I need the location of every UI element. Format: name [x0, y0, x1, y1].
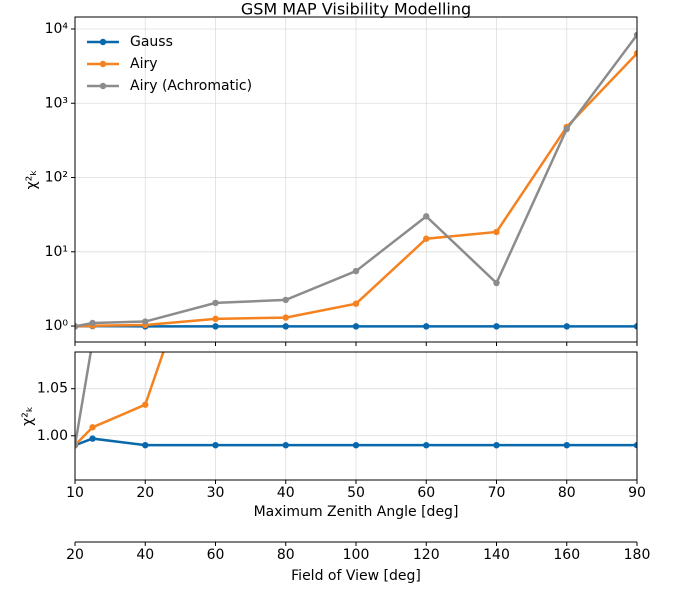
data-point — [493, 228, 500, 236]
data-point — [352, 323, 360, 330]
chart-title: GSM MAP Visibility Modelling — [241, 0, 471, 19]
data-point — [633, 323, 637, 330]
data-point — [89, 319, 96, 327]
y-tick-label: 1.05 — [37, 381, 68, 397]
data-point — [633, 31, 637, 39]
data-point — [282, 296, 289, 304]
data-point — [423, 235, 430, 242]
x-tick-label: 40 — [277, 485, 295, 501]
x2-tick-label: 100 — [343, 547, 370, 563]
legend-marker — [99, 60, 107, 68]
data-point — [75, 323, 79, 330]
x-tick-label: 50 — [347, 485, 365, 501]
plot-area — [75, 0, 637, 449]
series-line — [75, 437, 637, 447]
axes-frame — [74, 16, 638, 343]
x-tick-label: 10 — [66, 485, 84, 501]
data-point — [282, 323, 289, 330]
x2-tick-label: 40 — [136, 547, 154, 563]
plot-area — [75, 31, 637, 330]
legend-label: Airy — [130, 56, 158, 72]
x-tick-label: 90 — [628, 485, 646, 501]
data-point — [212, 323, 219, 330]
data-point — [633, 50, 637, 57]
data-point — [493, 323, 500, 330]
data-point — [142, 441, 149, 449]
legend-marker — [99, 38, 107, 46]
data-point — [352, 300, 360, 307]
y-axis-label: χ²ₖ — [20, 406, 36, 426]
data-point — [563, 125, 570, 133]
data-point — [493, 441, 500, 449]
x-axis-label: Maximum Zenith Angle [deg] — [254, 504, 459, 520]
data-point — [352, 441, 360, 449]
data-point — [633, 441, 637, 449]
data-point — [89, 435, 96, 442]
series-line — [75, 34, 637, 328]
x2-tick-label: 20 — [66, 547, 84, 563]
axes-frame — [74, 351, 638, 481]
x2-tick-label: 140 — [483, 547, 510, 563]
data-point — [563, 441, 570, 449]
legend-label: Gauss — [130, 34, 173, 50]
x-tick-label: 80 — [558, 485, 576, 501]
y-tick-label: 10⁴ — [45, 21, 69, 37]
x2-tick-label: 80 — [277, 547, 295, 563]
legend-label: Airy (Achromatic) — [130, 78, 252, 94]
data-point — [423, 323, 430, 330]
data-point — [89, 424, 96, 431]
y-tick-label: 10¹ — [45, 244, 68, 260]
x-tick-label: 20 — [136, 485, 154, 501]
data-point — [282, 441, 289, 449]
data-point — [423, 441, 430, 449]
x2-tick-label: 160 — [553, 547, 580, 563]
data-point — [563, 323, 570, 330]
data-point — [212, 315, 219, 323]
data-point — [423, 213, 430, 220]
y-axis-label: χ²ₖ — [24, 170, 40, 190]
x-tick-label: 70 — [488, 485, 506, 501]
data-point — [142, 318, 149, 325]
x2-tick-label: 60 — [207, 547, 225, 563]
data-point — [352, 267, 360, 275]
data-point — [142, 401, 149, 408]
y-tick-label: 10² — [45, 170, 68, 186]
x-tick-label: 60 — [417, 485, 435, 501]
x2-tick-label: 120 — [413, 547, 440, 563]
data-point — [75, 441, 79, 449]
y-tick-label: 1.00 — [37, 428, 68, 444]
y-tick-label: 10³ — [45, 95, 68, 111]
x2-tick-label: 180 — [624, 547, 651, 563]
series-line — [75, 52, 637, 328]
y-tick-label: 10⁰ — [45, 318, 69, 334]
legend-marker — [99, 82, 107, 90]
data-point — [282, 314, 289, 321]
data-point — [212, 441, 219, 449]
data-point — [212, 299, 219, 307]
x-tick-label: 30 — [207, 485, 225, 501]
data-point — [493, 279, 500, 287]
x2-axis-label: Field of View [deg] — [291, 568, 421, 584]
